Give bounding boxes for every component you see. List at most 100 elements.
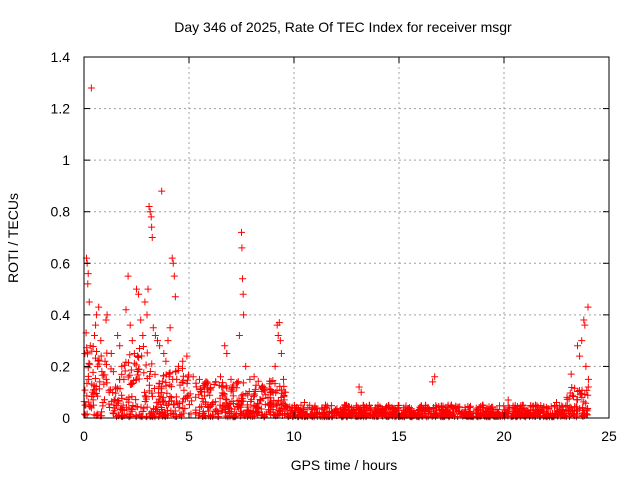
data-point [158, 397, 166, 405]
data-point [387, 410, 395, 418]
data-point [99, 399, 107, 407]
data-point [529, 406, 537, 414]
data-point [89, 401, 97, 409]
data-point [525, 410, 533, 418]
data-point [406, 404, 413, 412]
data-point [582, 399, 590, 407]
data-point [448, 401, 455, 409]
data-point [223, 350, 231, 358]
data-point [84, 398, 92, 406]
data-point [224, 413, 232, 421]
data-point [177, 412, 185, 420]
data-point [143, 311, 151, 319]
data-point [381, 410, 389, 418]
data-point [571, 384, 579, 392]
data-point [196, 403, 204, 411]
data-point [145, 381, 153, 389]
data-point [256, 396, 264, 404]
data-point [140, 369, 148, 377]
data-point [302, 410, 310, 418]
data-point [252, 381, 260, 389]
data-point [219, 382, 227, 390]
data-point [240, 311, 248, 319]
data-point [579, 412, 587, 420]
data-point [92, 389, 100, 397]
data-point [576, 352, 584, 360]
data-point [238, 228, 245, 236]
x-tick-label: 10 [286, 428, 302, 444]
data-point [137, 316, 145, 324]
data-point [87, 84, 95, 92]
data-point [164, 406, 172, 414]
y-tick-label: 0 [62, 410, 70, 426]
data-point [124, 272, 132, 280]
data-point [432, 405, 440, 413]
data-point [221, 408, 229, 416]
data-point [583, 406, 591, 414]
data-point [466, 402, 474, 410]
data-point [446, 411, 454, 419]
data-point [531, 411, 539, 419]
data-point [343, 401, 350, 409]
data-point [148, 392, 156, 400]
data-point [271, 362, 279, 370]
data-point [361, 409, 369, 417]
data-point [578, 393, 586, 401]
data-point [266, 380, 274, 388]
data-point [294, 411, 302, 419]
data-point [301, 399, 308, 407]
data-point [158, 389, 166, 397]
data-point [162, 382, 170, 390]
data-point [167, 383, 175, 391]
data-point [125, 359, 133, 367]
data-point [124, 373, 132, 381]
data-point [404, 405, 412, 413]
data-point [259, 383, 266, 391]
data-point [568, 383, 576, 391]
data-point [308, 413, 316, 421]
x-tick-label: 15 [391, 428, 407, 444]
data-point [504, 410, 512, 418]
data-point [163, 389, 171, 397]
data-point [106, 404, 114, 412]
data-point [144, 285, 152, 293]
data-point [273, 387, 281, 395]
data-point [250, 393, 258, 401]
data-point [166, 369, 174, 377]
data-point [172, 368, 180, 376]
data-point [282, 404, 290, 412]
data-point [567, 411, 575, 419]
data-point [202, 378, 210, 386]
y-tick-label: 0.4 [51, 307, 71, 323]
data-point [145, 203, 153, 211]
data-point [163, 401, 171, 409]
data-point [160, 372, 168, 380]
y-axis-label: ROTI / TECUs [5, 193, 21, 283]
data-point [235, 331, 243, 339]
data-point [521, 407, 529, 415]
data-point [212, 407, 220, 415]
data-point [228, 383, 236, 391]
data-point [154, 337, 161, 345]
data-point [277, 407, 285, 415]
data-point [208, 401, 216, 409]
y-tick-label: 0.8 [51, 204, 71, 220]
data-point [134, 366, 142, 374]
data-point [183, 380, 191, 388]
data-point [147, 213, 155, 221]
data-point [155, 395, 163, 403]
data-point [255, 400, 263, 408]
data-point [179, 357, 187, 365]
data-point [179, 405, 187, 413]
data-point [223, 384, 231, 392]
data-point [280, 396, 288, 404]
data-point [581, 391, 589, 399]
data-point [442, 408, 449, 416]
data-point [282, 401, 290, 409]
data-point [410, 409, 418, 417]
data-point [574, 342, 581, 350]
data-point [84, 364, 92, 372]
data-point [417, 402, 425, 410]
data-point [574, 406, 582, 414]
